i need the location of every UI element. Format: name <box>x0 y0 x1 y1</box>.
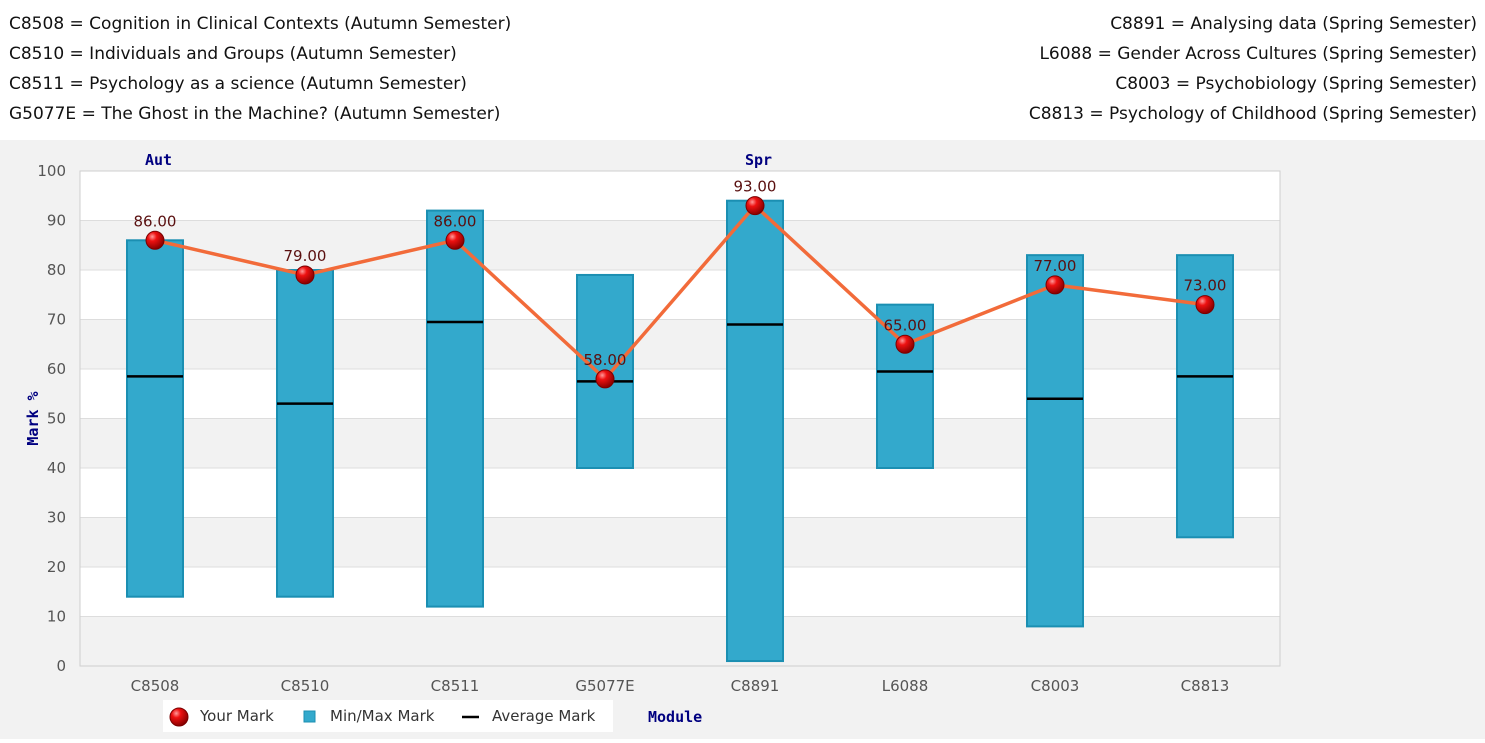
your-mark-point <box>1195 295 1215 315</box>
y-tick-label: 40 <box>47 459 66 477</box>
y-tick-label: 70 <box>47 311 66 329</box>
your-mark-point <box>295 265 315 285</box>
y-axis-title: Mark % <box>24 391 42 445</box>
data-label: 93.00 <box>734 178 777 196</box>
module-key-autumn: C8508 = Cognition in Clinical Contexts (… <box>9 9 511 129</box>
x-tick-label: C8813 <box>1181 677 1230 695</box>
data-label: 58.00 <box>584 351 627 369</box>
legend-average-label: Average Mark <box>492 707 596 725</box>
data-label: 86.00 <box>434 212 477 230</box>
x-tick-label: G5077E <box>575 677 634 695</box>
grid-band <box>80 567 1280 617</box>
legend-box <box>163 700 613 732</box>
module-key-entry: L6088 = Gender Across Cultures (Spring S… <box>1039 44 1477 64</box>
x-tick-label: C8511 <box>431 677 480 695</box>
min-max-bar <box>876 303 934 469</box>
semester-marker: Aut <box>145 151 172 169</box>
module-key-entry: G5077E = The Ghost in the Machine? (Autu… <box>9 104 501 124</box>
marks-chart: 0 10 20 30 40 50 60 70 80 90 100 Mark % Aut Spr 86.00 7… <box>24 151 1281 732</box>
your-mark-point <box>145 230 165 250</box>
legend-min-max-label: Min/Max Mark <box>330 707 435 725</box>
grid-band <box>80 220 1280 270</box>
semester-marker: Spr <box>745 151 772 169</box>
grid-band <box>80 319 1280 369</box>
module-key-entry: C8508 = Cognition in Clinical Contexts (… <box>9 14 512 34</box>
grid-band <box>80 616 1280 666</box>
y-tick-label: 100 <box>37 162 66 180</box>
your-mark-line <box>154 203 1206 381</box>
x-tick-label: C8891 <box>731 677 780 695</box>
module-key: C8508 = Cognition in Clinical Contexts (… <box>0 0 1485 130</box>
data-label: 86.00 <box>134 212 177 230</box>
grid-band <box>80 517 1280 567</box>
min-max-bar <box>276 269 334 598</box>
min-max-bar <box>126 239 184 598</box>
your-mark-point <box>595 369 615 389</box>
data-label: 77.00 <box>1034 257 1077 275</box>
module-key-entry: C8003 = Psychobiology (Spring Semester) <box>1115 74 1477 94</box>
grid-band <box>80 171 1280 221</box>
legend-min-max-symbol <box>303 710 316 723</box>
module-key-entry: C8891 = Analysing data (Spring Semester) <box>1110 14 1477 34</box>
y-tick-label: 20 <box>47 558 66 576</box>
your-mark-point <box>745 196 765 216</box>
y-tick-label: 0 <box>56 657 66 675</box>
x-tick-label: L6088 <box>882 677 929 695</box>
y-tick-label: 10 <box>47 608 66 626</box>
chart-area: 0 10 20 30 40 50 60 70 80 90 100 Mark % Aut Spr 86.00 7… <box>0 140 1485 739</box>
y-tick-label: 60 <box>47 360 66 378</box>
x-tick-label: C8003 <box>1031 677 1080 695</box>
legend-your-mark-label: Your Mark <box>199 707 274 725</box>
min-max-bar <box>726 199 784 663</box>
data-label: 73.00 <box>1184 277 1227 295</box>
your-mark-point <box>445 230 465 250</box>
grid-band <box>80 369 1280 419</box>
x-tick-label: C8508 <box>131 677 180 695</box>
plot-frame <box>79 170 1281 667</box>
grid-band <box>80 418 1280 468</box>
y-tick-label: 50 <box>47 410 66 428</box>
module-key-entry: C8510 = Individuals and Groups (Autumn S… <box>9 44 457 64</box>
your-mark-point <box>1045 275 1065 295</box>
module-key-entry: C8511 = Psychology as a science (Autumn … <box>9 74 467 94</box>
data-label: 79.00 <box>284 247 327 265</box>
x-axis-title: Module <box>648 708 702 726</box>
data-label: 65.00 <box>884 316 927 334</box>
y-tick-label: 90 <box>47 212 66 230</box>
min-max-bar <box>426 209 484 608</box>
legend-your-mark-symbol <box>169 707 189 727</box>
your-mark-point <box>895 334 915 354</box>
grid-band <box>80 468 1280 518</box>
module-key-entry: C8813 = Psychology of Childhood (Spring … <box>1028 104 1477 124</box>
y-tick-label: 80 <box>47 261 66 279</box>
module-key-spring: C8891 = Analysing data (Spring Semester)… <box>1029 9 1477 129</box>
y-tick-label: 30 <box>47 509 66 527</box>
min-max-bar <box>1026 254 1084 628</box>
x-tick-label: C8510 <box>281 677 330 695</box>
